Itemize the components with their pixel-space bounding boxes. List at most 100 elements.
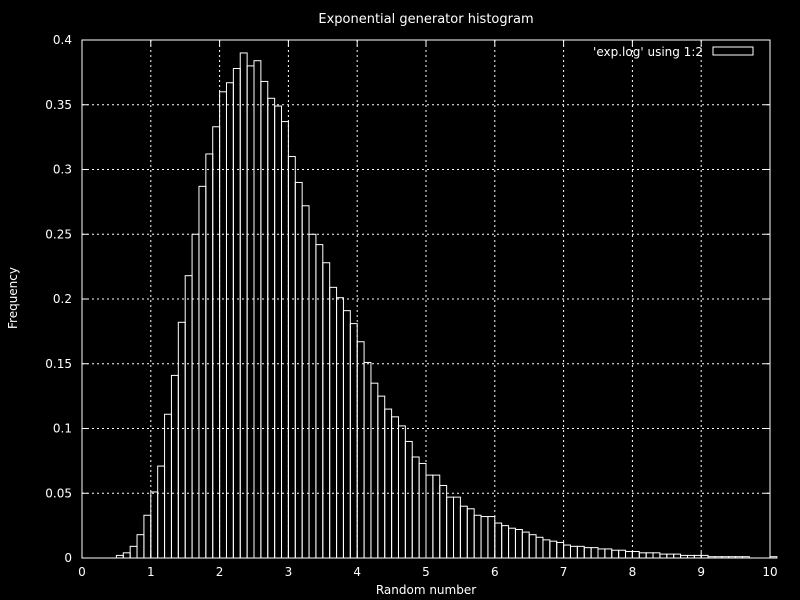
histogram-bar — [143, 514, 152, 559]
y-tick-label: 0.35 — [45, 98, 72, 112]
histogram-bar — [652, 552, 661, 559]
y-tick-label: 0.05 — [45, 486, 72, 500]
histogram-bar — [625, 551, 633, 559]
histogram-bar — [232, 67, 241, 559]
histogram-bar — [150, 491, 159, 559]
histogram-bar — [563, 544, 571, 559]
x-tick-label: 5 — [422, 565, 430, 579]
histogram-bar — [177, 321, 186, 559]
histogram-bar — [514, 529, 523, 559]
y-tick-label: 0.25 — [45, 227, 72, 241]
histogram-bar — [198, 185, 207, 559]
histogram-bar — [129, 545, 138, 559]
histogram-bar — [349, 323, 358, 559]
histogram-bar — [246, 65, 255, 559]
histogram-bar — [583, 547, 592, 559]
histogram-bar — [267, 97, 276, 559]
histogram-bar — [666, 553, 675, 559]
histogram-bar — [315, 244, 324, 559]
histogram-bar — [508, 527, 516, 559]
histogram-bar — [673, 553, 682, 559]
histogram-bar — [604, 548, 613, 559]
histogram-bar — [404, 440, 413, 559]
histogram-bar — [446, 496, 455, 559]
x-axis-label: Random number — [376, 583, 476, 597]
histogram-bar — [611, 549, 620, 559]
histogram-bar — [597, 548, 606, 559]
histogram-bar — [342, 310, 351, 559]
histogram-bar — [521, 531, 530, 559]
histogram-bar — [576, 545, 585, 559]
histogram-bar — [501, 525, 510, 559]
histogram-bar — [363, 361, 372, 559]
histogram-bar — [549, 540, 558, 559]
legend-label: 'exp.log' using 1:2 — [593, 45, 703, 59]
x-tick-label: 2 — [216, 565, 224, 579]
histogram-bar — [569, 545, 578, 559]
histogram-bar — [494, 522, 503, 559]
x-tick-label: 10 — [762, 565, 777, 579]
histogram-bar — [170, 374, 179, 559]
x-axis-ticks: 0 1 2 3 4 5 6 7 8 9 10 — [78, 40, 778, 579]
histogram-bar — [239, 52, 248, 559]
histogram-bar — [418, 462, 427, 559]
x-tick-label: 8 — [629, 565, 637, 579]
histogram-bar — [618, 549, 627, 559]
histogram-bar — [336, 297, 344, 559]
histogram-bar — [432, 474, 441, 559]
legend: 'exp.log' using 1:2 — [593, 45, 754, 59]
histogram-bar — [136, 534, 145, 559]
histogram-bar — [453, 496, 461, 559]
x-tick-label: 7 — [560, 565, 568, 579]
histogram-bar — [308, 233, 317, 559]
histogram-bar — [281, 121, 289, 559]
histogram-bar — [370, 382, 379, 559]
x-tick-label: 6 — [491, 565, 499, 579]
histogram-bar — [397, 425, 406, 559]
histogram-bar — [638, 552, 647, 559]
histogram-bar — [542, 539, 551, 559]
histogram-bar — [184, 275, 193, 559]
y-tick-label: 0.1 — [53, 422, 72, 436]
y-tick-label: 0.15 — [45, 357, 72, 371]
histogram-bar — [590, 547, 599, 559]
histogram-bar — [205, 153, 214, 559]
histogram-bar — [645, 552, 654, 559]
histogram-bar — [377, 395, 386, 559]
histogram-bar — [487, 516, 496, 559]
histogram-bar — [769, 556, 778, 559]
histogram-bar — [356, 341, 365, 559]
histogram-bar — [225, 82, 234, 559]
histogram-bar — [466, 508, 475, 559]
y-tick-label: 0.2 — [53, 292, 72, 306]
histogram-bar — [191, 233, 200, 559]
histogram-bar — [287, 156, 296, 559]
histogram-bars — [115, 52, 778, 559]
histogram-bar — [329, 286, 338, 559]
histogram-bar — [480, 516, 489, 559]
x-tick-label: 9 — [697, 565, 705, 579]
histogram-bar — [391, 416, 399, 559]
histogram-bar — [473, 514, 482, 559]
x-tick-label: 3 — [285, 565, 293, 579]
histogram-bar — [122, 552, 131, 559]
x-tick-label: 0 — [78, 565, 86, 579]
x-tick-label: 1 — [147, 565, 155, 579]
histogram-bar — [535, 536, 544, 559]
histogram-bar — [425, 474, 434, 559]
histogram-bar — [294, 181, 303, 559]
histogram-bar — [260, 80, 269, 559]
histogram-bar — [301, 205, 310, 559]
histogram-bar — [157, 465, 166, 559]
histogram-bar — [253, 60, 262, 559]
y-axis-label: Frequency — [6, 267, 20, 329]
histogram-bar — [384, 408, 393, 559]
histogram-bar — [322, 262, 331, 559]
histogram-bar — [219, 91, 227, 559]
legend-swatch — [712, 46, 754, 56]
histogram-bar — [439, 484, 448, 559]
histogram-bar — [659, 553, 668, 559]
histogram-bar — [411, 456, 420, 559]
chart-title: Exponential generator histogram — [318, 12, 533, 27]
x-tick-label: 4 — [353, 565, 361, 579]
